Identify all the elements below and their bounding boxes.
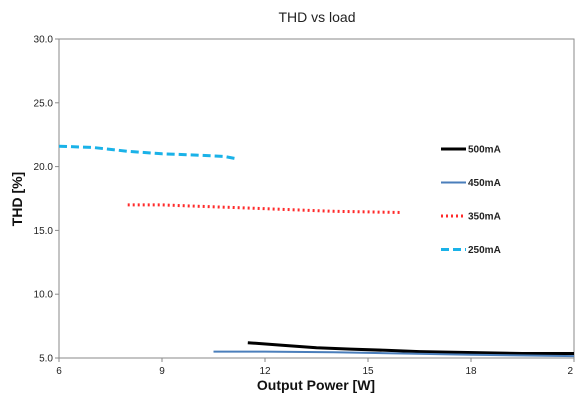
tick-labels: 5.0 10.0 15.0 20.0 25.0 30.0 6 9 12 15 18 2: [34, 35, 574, 378]
series-line-250mA: [58, 144, 238, 161]
y-tick-label: 5.0: [39, 354, 53, 365]
x-tick-label: 2: [567, 366, 573, 377]
y-tick-label: 10.0: [34, 290, 54, 301]
legend-label-500mA: 500mA: [468, 145, 501, 156]
y-tick-label: 20.0: [34, 162, 54, 173]
plot-axes: [55, 38, 575, 362]
chart-title: THD vs load: [278, 9, 355, 25]
legend-label-450mA: 450mA: [468, 178, 501, 189]
x-tick-label: 18: [465, 366, 477, 377]
x-tick-label: 15: [362, 366, 374, 377]
series-layer: [58, 144, 575, 358]
series-line-450mA: [213, 350, 575, 358]
series-line-350mA: [127, 203, 403, 214]
x-tick-label: 12: [259, 366, 271, 377]
legend-label-350mA: 350mA: [468, 212, 501, 223]
x-axis-label: Output Power [W]: [257, 377, 375, 393]
series-line-500mA: [247, 341, 574, 355]
y-tick-label: 25.0: [34, 98, 54, 109]
legend: 500mA 450mA 350mA 250mA: [441, 145, 501, 256]
x-tick-label: 6: [56, 366, 62, 377]
y-tick-label: 15.0: [34, 226, 54, 237]
plot-frame: [58, 38, 575, 359]
legend-label-250mA: 250mA: [468, 245, 501, 256]
x-tick-label: 9: [159, 366, 165, 377]
y-tick-label: 30.0: [34, 35, 54, 46]
y-axis-label: THD [%]: [9, 172, 25, 226]
